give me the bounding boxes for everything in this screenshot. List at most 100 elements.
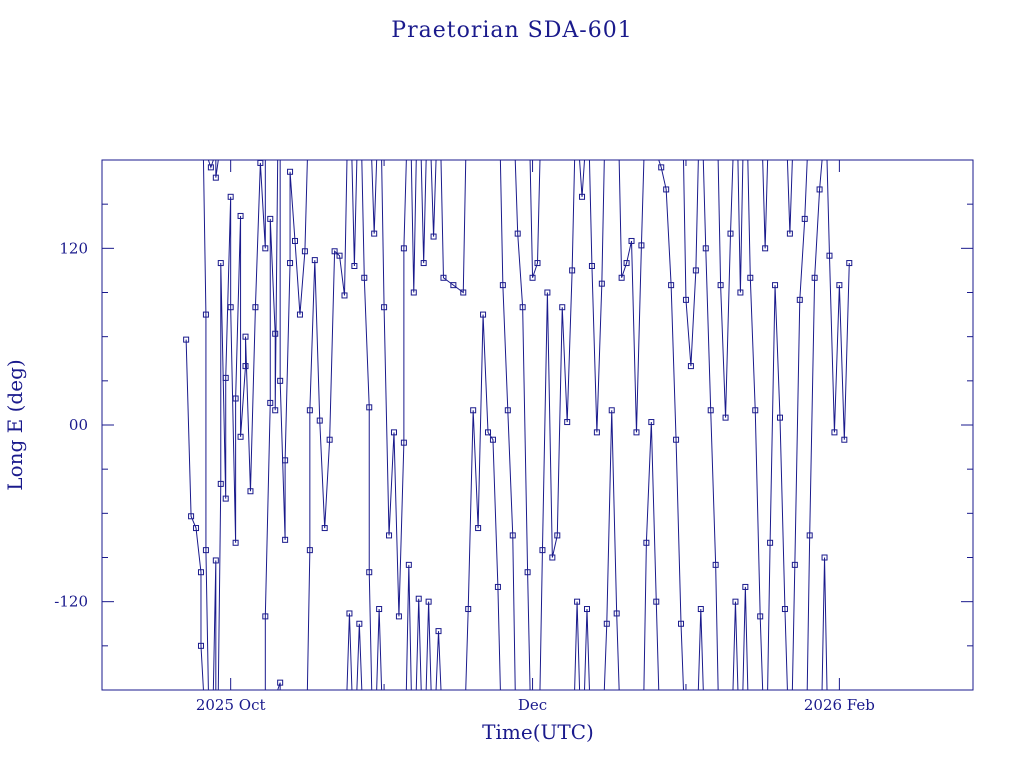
data-point [306,407,313,414]
data-point [390,429,397,436]
data-point [217,480,224,487]
data-point [296,311,303,318]
data-point [202,311,209,318]
data-point [480,311,487,318]
data-point [712,561,719,568]
data-point [722,414,729,421]
data-point [287,260,294,267]
data-point [816,186,823,193]
data-point [356,620,363,627]
data-point [321,525,328,532]
data-point [767,539,774,546]
data-point [316,417,323,424]
data-point [262,613,269,620]
data-point [311,257,318,264]
data-point [806,532,813,539]
data-point [346,610,353,617]
data-point [747,274,754,281]
data-point [366,404,373,411]
data-point [554,532,561,539]
data-point [450,282,457,289]
data-point [405,561,412,568]
data-point [781,606,788,613]
data-point [287,168,294,175]
data-point [306,547,313,554]
x-axis-title: Time(UTC) [482,720,594,744]
data-point [623,260,630,267]
data-point [648,419,655,426]
data-point [737,289,744,296]
data-point [489,436,496,443]
data-point [232,539,239,546]
data-point [222,374,229,381]
data-point [381,304,388,311]
data-point [702,245,709,252]
data-point [301,248,308,255]
data-point [593,429,600,436]
x-tick-label: 2025 Oct [196,696,266,714]
data-point [821,554,828,561]
data-point [272,407,279,414]
data-point [583,606,590,613]
data-point [668,282,675,289]
data-point [430,233,437,240]
data-point [197,642,204,649]
data-point [811,274,818,281]
data-point [678,620,685,627]
data-point [494,583,501,590]
data-point [673,436,680,443]
tick-layer: -120 00 120 2025 Oct Dec 2026 Feb [54,160,973,714]
data-point [658,164,665,171]
data-point [598,280,605,287]
data-point [519,304,526,311]
data-point [732,598,739,605]
data-point [415,595,422,602]
data-point [608,407,615,414]
data-point [692,267,699,274]
data-point [366,569,373,576]
data-point [826,252,833,259]
data-point [831,429,838,436]
data-point [776,414,783,421]
data-point [791,561,798,568]
data-point [262,245,269,252]
data-point [222,495,229,502]
data-point [628,237,635,244]
data-point [207,164,214,171]
data-point [212,174,219,181]
data-point [504,407,511,414]
data-point [524,569,531,576]
data-point [227,193,234,200]
data-point [475,525,482,532]
data-point [197,569,204,576]
data-point [757,613,764,620]
data-point [603,620,610,627]
data-point [801,215,808,222]
data-point [331,248,338,255]
data-point [564,419,571,426]
data-point [282,457,289,464]
data-point [514,230,521,237]
data-point [559,304,566,311]
data-point [682,296,689,303]
data-point [638,242,645,249]
data-point [499,282,506,289]
data-point [326,436,333,443]
data-point [188,513,195,520]
y-tick-label: 00 [69,416,88,434]
data-point [420,260,427,267]
data-point [232,395,239,402]
data-point [509,532,516,539]
data-point [252,304,259,311]
data-point [762,245,769,252]
data-point [272,330,279,337]
data-point [786,230,793,237]
x-tick-label: Dec [518,696,547,714]
data-point [460,289,467,296]
data-point [193,525,200,532]
data-point [217,260,224,267]
data-point [237,212,244,219]
data-point [643,539,650,546]
data-point [569,267,576,274]
data-point [267,215,274,222]
